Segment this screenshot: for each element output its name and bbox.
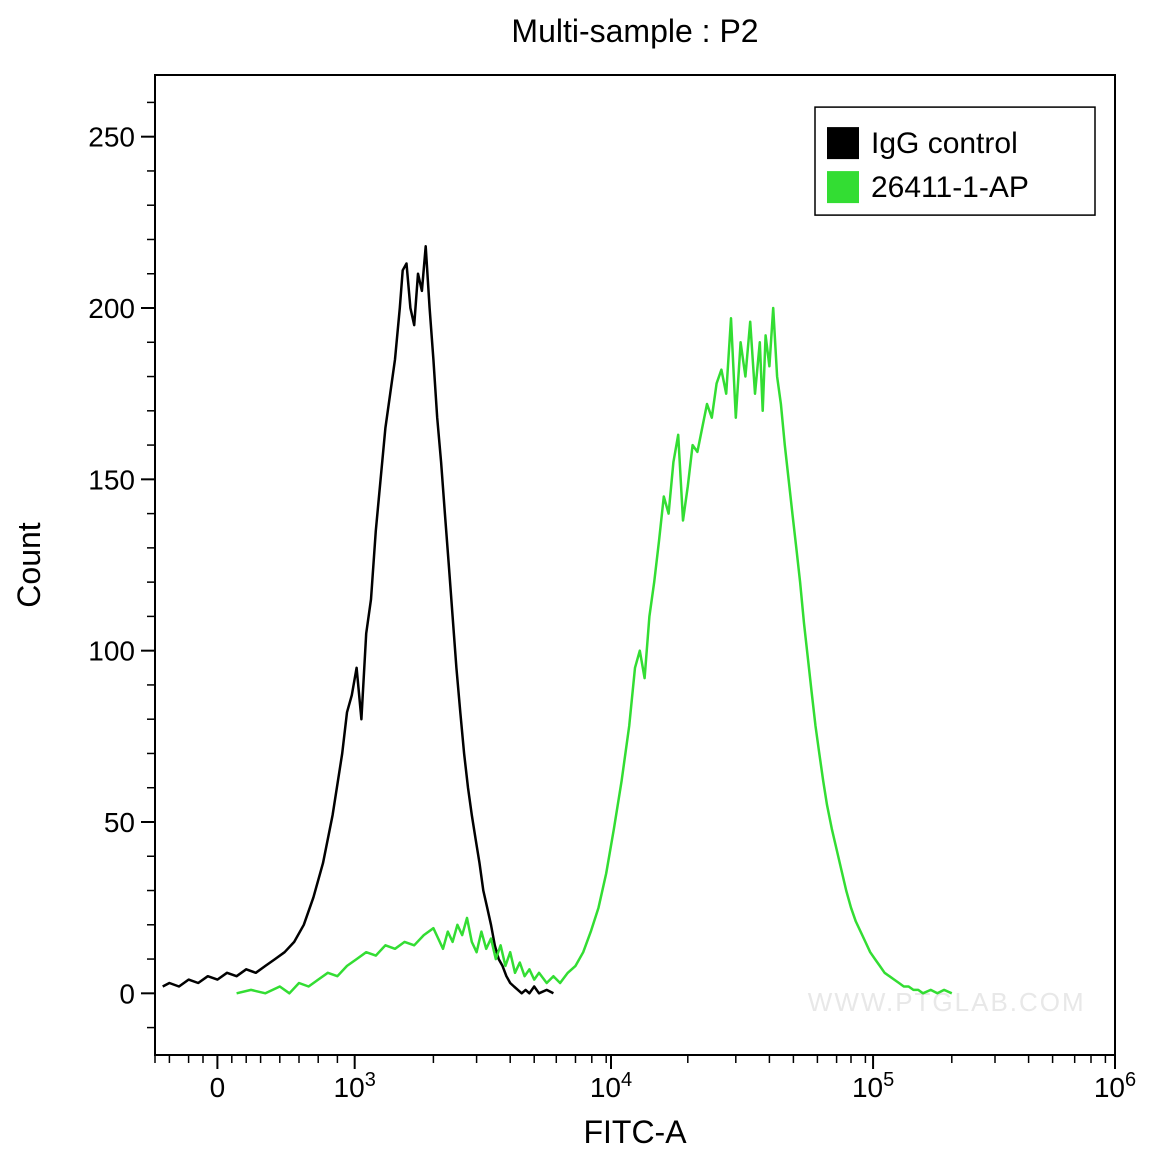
- y-axis: 0 50 100 150 200 250: [88, 102, 155, 1027]
- x-axis-label: FITC-A: [583, 1114, 687, 1150]
- legend-swatch-icon: [827, 171, 859, 203]
- plot-border: [155, 75, 1115, 1055]
- y-tick-label: 250: [88, 122, 135, 153]
- x-tick-label: 106: [1094, 1069, 1136, 1103]
- y-tick-label: 200: [88, 293, 135, 324]
- legend: IgG control 26411-1-AP: [815, 107, 1095, 215]
- legend-label: 26411-1-AP: [871, 171, 1029, 204]
- series-line-0: [163, 246, 554, 993]
- x-tick-label: 0: [210, 1072, 226, 1103]
- chart-title: Multi-sample : P2: [511, 13, 758, 49]
- flow-cytometry-histogram: Multi-sample : P2 0 50 100 150 200 250 Count 0 10…: [0, 0, 1156, 1165]
- chart-svg: Multi-sample : P2 0 50 100 150 200 250 Count 0 10…: [0, 0, 1156, 1165]
- series-line-1: [237, 308, 952, 993]
- x-tick-label: 105: [852, 1069, 894, 1103]
- y-tick-label: 100: [88, 636, 135, 667]
- y-axis-label: Count: [11, 522, 47, 608]
- legend-swatch-icon: [827, 127, 859, 159]
- x-tick-label: 103: [334, 1069, 376, 1103]
- y-tick-label: 150: [88, 464, 135, 495]
- legend-label: IgG control: [871, 127, 1018, 160]
- x-tick-label: 104: [590, 1069, 632, 1103]
- y-tick-label: 50: [104, 807, 135, 838]
- y-tick-label: 0: [119, 978, 135, 1009]
- x-axis: 0 103 104 105 106: [155, 1055, 1136, 1103]
